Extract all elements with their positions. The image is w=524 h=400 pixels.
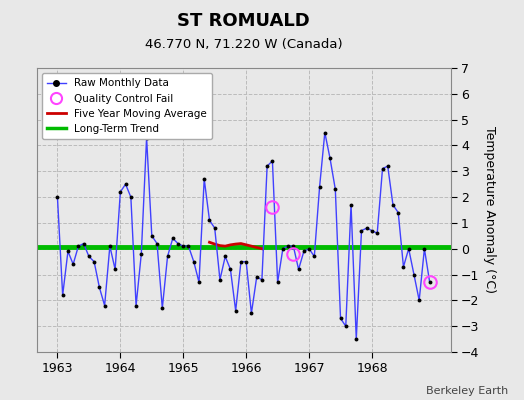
- Legend: Raw Monthly Data, Quality Control Fail, Five Year Moving Average, Long-Term Tren: Raw Monthly Data, Quality Control Fail, …: [42, 73, 212, 139]
- Text: ST ROMUALD: ST ROMUALD: [177, 12, 310, 30]
- Text: Berkeley Earth: Berkeley Earth: [426, 386, 508, 396]
- Y-axis label: Temperature Anomaly (°C): Temperature Anomaly (°C): [483, 126, 496, 294]
- Text: 46.770 N, 71.220 W (Canada): 46.770 N, 71.220 W (Canada): [145, 38, 343, 51]
